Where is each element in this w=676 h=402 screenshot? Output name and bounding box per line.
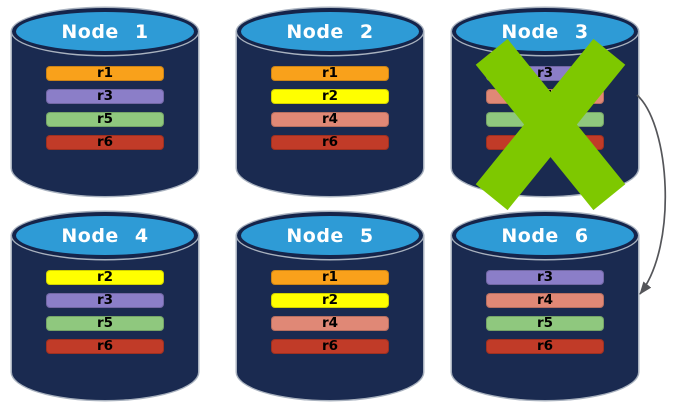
- db-node-5: Node 5 r1 r2 r4 r6: [237, 212, 423, 400]
- cylinder-top: Node 1: [12, 8, 198, 55]
- replica-bar-r1: r1: [46, 66, 164, 81]
- replica-bar-r3: r3: [46, 293, 164, 308]
- replica-bar-r3: r3: [46, 89, 164, 104]
- replica-bar-r6: r6: [271, 339, 389, 354]
- node-title: Node 5: [286, 224, 374, 247]
- replica-bar-r4: r4: [271, 112, 389, 127]
- db-node-2: Node 2 r1 r2 r4 r6: [237, 8, 423, 196]
- replica-list: r1 r2 r4 r6: [271, 66, 389, 150]
- replica-bar-r5: r5: [486, 316, 604, 331]
- node-title: Node 6: [501, 224, 589, 247]
- replica-list: r3 r4 r5 r6: [486, 270, 604, 354]
- replica-bar-r2: r2: [271, 89, 389, 104]
- replica-list: r2 r3 r5 r6: [46, 270, 164, 354]
- replica-bar-r6: r6: [46, 135, 164, 150]
- replica-bar-r5: r5: [46, 316, 164, 331]
- cylinder-top: Node 3: [452, 8, 638, 55]
- db-node-1: Node 1 r1 r3 r5 r6: [12, 8, 198, 196]
- replica-list: r1 r2 r4 r6: [271, 270, 389, 354]
- node-title: Node 2: [286, 20, 374, 43]
- replica-bar-r1: r1: [271, 270, 389, 285]
- replica-bar-r2: r2: [46, 270, 164, 285]
- db-node-4: Node 4 r2 r3 r5 r6: [12, 212, 198, 400]
- replica-bar-r3: r3: [486, 270, 604, 285]
- node-title: Node 1: [61, 20, 149, 43]
- replica-bar-r6: r6: [486, 339, 604, 354]
- replica-bar-r6: r6: [46, 339, 164, 354]
- cylinder-top: Node 6: [452, 212, 638, 259]
- cylinder-top: Node 5: [237, 212, 423, 259]
- failover-arrow-path: [636, 94, 667, 295]
- node-title: Node 3: [501, 20, 589, 43]
- replica-bar-r2: r2: [271, 293, 389, 308]
- cylinder-top: Node 2: [237, 8, 423, 55]
- replica-bar-r6: r6: [271, 135, 389, 150]
- db-node-6: Node 6 r3 r4 r5 r6: [452, 212, 638, 400]
- replica-bar-r4: r4: [271, 316, 389, 331]
- replica-bar-r5: r5: [46, 112, 164, 127]
- node-title: Node 4: [61, 224, 149, 247]
- replica-bar-r1: r1: [271, 66, 389, 81]
- failure-x-mark: [475, 38, 626, 211]
- cylinder-top: Node 4: [12, 212, 198, 259]
- replica-bar-r4: r4: [486, 293, 604, 308]
- replica-list: r1 r3 r5 r6: [46, 66, 164, 150]
